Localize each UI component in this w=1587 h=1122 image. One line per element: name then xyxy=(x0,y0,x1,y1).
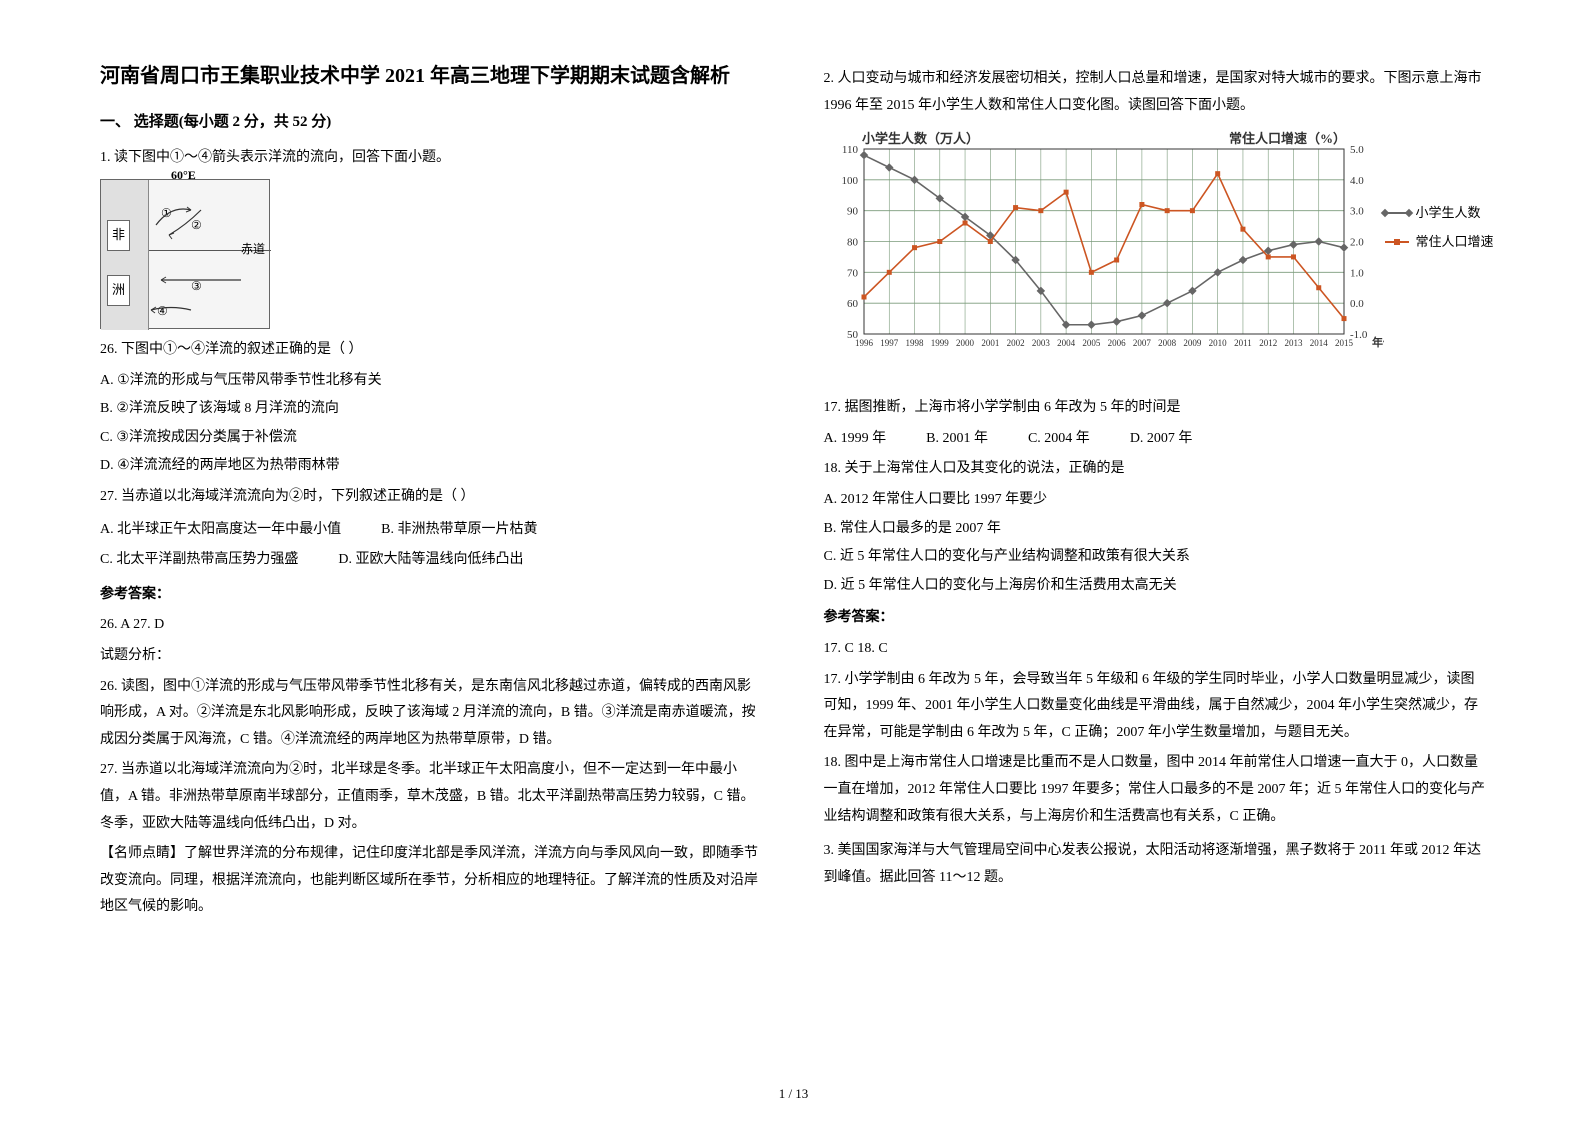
svg-text:2012: 2012 xyxy=(1259,338,1277,348)
svg-text:2007: 2007 xyxy=(1132,338,1151,348)
svg-text:60: 60 xyxy=(847,298,859,310)
svg-text:70: 70 xyxy=(847,268,859,280)
svg-text:年份: 年份 xyxy=(1372,335,1384,349)
q1-27-opt-a: A. 北半球正午太阳高度达一年中最小值 xyxy=(100,517,341,544)
legend-swatch-students xyxy=(1385,212,1409,214)
q1-map: 60°E 非 洲 赤道 ① ② ③ ④ xyxy=(100,179,270,329)
svg-text:2009: 2009 xyxy=(1183,338,1202,348)
svg-text:2011: 2011 xyxy=(1234,338,1252,348)
legend-label-growth: 常住人口增速 xyxy=(1415,228,1493,257)
q1-26-opt-b: B. ②洋流反映了该海域 8 月洋流的流向 xyxy=(100,396,764,423)
q2-18-opt-c: C. 近 5 年常住人口的变化与产业结构调整和政策有很大关系 xyxy=(824,544,1488,571)
svg-text:1999: 1999 xyxy=(930,338,949,348)
q1-stem: 1. 读下图中①～④箭头表示洋流的流向，回答下面小题。 xyxy=(100,145,764,172)
svg-text:常住人口增速（%）: 常住人口增速（%） xyxy=(1228,131,1345,146)
q1-e26: 26. 读图，图中①洋流的形成与气压带风带季节性北移有关，是东南信风北移越过赤道… xyxy=(100,674,764,754)
svg-text:小学生人数（万人）: 小学生人数（万人） xyxy=(862,131,979,146)
q1-26-opt-d: D. ④洋流流经的两岸地区为热带雨林带 xyxy=(100,453,764,480)
q1-27-opt-b: B. 非洲热带草原一片枯黄 xyxy=(381,517,537,544)
q2-ans: 17. C 18. C xyxy=(824,636,1488,663)
q3-stem: 3. 美国国家海洋与大气管理局空间中心发表公报说，太阳活动将逐渐增强，黑子数将于… xyxy=(824,838,1488,891)
q2-17-opts: A. 1999 年 B. 2001 年 C. 2004 年 D. 2007 年 xyxy=(824,426,1488,453)
q1-27-opt-d: D. 亚欧大陆等温线向低纬凸出 xyxy=(338,547,523,574)
svg-text:2001: 2001 xyxy=(981,338,999,348)
svg-text:2.0: 2.0 xyxy=(1350,237,1364,249)
q2-17-opt-a: A. 1999 年 xyxy=(824,426,887,453)
svg-text:2015: 2015 xyxy=(1335,338,1354,348)
map-arrows-svg xyxy=(101,180,271,330)
q2-17-opt-c: C. 2004 年 xyxy=(1028,426,1090,453)
q1-sub26: 26. 下图中①～④洋流的叙述正确的是（ ） xyxy=(100,337,764,364)
q2-ans-label: 参考答案： xyxy=(824,605,1488,632)
q1-ans: 26. A 27. D xyxy=(100,612,764,639)
q2-chart: 5060708090100110-1.00.01.02.03.04.05.019… xyxy=(824,129,1384,389)
page-title: 河南省周口市王集职业技术中学 2021 年高三地理下学期期末试题含解析 xyxy=(100,60,764,92)
svg-text:2010: 2010 xyxy=(1208,338,1227,348)
q1-e27: 27. 当赤道以北海域洋流流向为②时，北半球是冬季。北半球正午太阳高度小，但不一… xyxy=(100,757,764,837)
svg-text:1.0: 1.0 xyxy=(1350,268,1364,280)
q1-sub27: 27. 当赤道以北海域洋流流向为②时，下列叙述正确的是（ ） xyxy=(100,484,764,511)
svg-text:1998: 1998 xyxy=(905,338,924,348)
svg-text:2003: 2003 xyxy=(1031,338,1050,348)
q2-18-opt-d: D. 近 5 年常住人口的变化与上海房价和生活费用太高无关 xyxy=(824,573,1488,600)
left-column: 河南省周口市王集职业技术中学 2021 年高三地理下学期期末试题含解析 一、 选… xyxy=(100,60,764,1060)
q2-e17: 17. 小学学制由 6 年改为 5 年，会导致当年 5 年级和 6 年级的学生同… xyxy=(824,667,1488,747)
q2-stem: 2. 人口变动与城市和经济发展密切相关，控制人口总量和增速，是国家对特大城市的要… xyxy=(824,66,1488,119)
q2-18-opt-a: A. 2012 年常住人口要比 1997 年要少 xyxy=(824,487,1488,514)
q1-expl-label: 试题分析： xyxy=(100,643,764,670)
chart-legend: 小学生人数 常住人口增速 xyxy=(1385,199,1493,256)
svg-text:90: 90 xyxy=(847,206,859,218)
q2-sub17: 17. 据图推断，上海市将小学学制由 6 年改为 5 年的时间是 xyxy=(824,395,1488,422)
q1-tip: 【名师点睛】了解世界洋流的分布规律，记住印度洋北部是季风洋流，洋流方向与季风风向… xyxy=(100,841,764,921)
svg-text:2000: 2000 xyxy=(956,338,975,348)
q2-17-opt-d: D. 2007 年 xyxy=(1130,426,1193,453)
svg-text:1997: 1997 xyxy=(880,338,899,348)
legend-item-students: 小学生人数 xyxy=(1385,199,1493,228)
svg-text:2014: 2014 xyxy=(1309,338,1328,348)
q2-18-opt-b: B. 常住人口最多的是 2007 年 xyxy=(824,516,1488,543)
q1-27-opt-c: C. 北太平洋副热带高压势力强盛 xyxy=(100,547,298,574)
page-number: 1 / 13 xyxy=(0,1086,1587,1102)
svg-text:1996: 1996 xyxy=(855,338,874,348)
chart-svg: 5060708090100110-1.00.01.02.03.04.05.019… xyxy=(824,129,1384,389)
svg-text:0.0: 0.0 xyxy=(1350,298,1364,310)
q1-ans-label: 参考答案： xyxy=(100,582,764,609)
svg-text:5.0: 5.0 xyxy=(1350,144,1364,156)
legend-label-students: 小学生人数 xyxy=(1415,199,1480,228)
svg-text:2006: 2006 xyxy=(1107,338,1126,348)
q2-sub18: 18. 关于上海常住人口及其变化的说法，正确的是 xyxy=(824,456,1488,483)
right-column: 2. 人口变动与城市和经济发展密切相关，控制人口总量和增速，是国家对特大城市的要… xyxy=(824,60,1488,1060)
svg-text:2008: 2008 xyxy=(1158,338,1177,348)
legend-item-growth: 常住人口增速 xyxy=(1385,228,1493,257)
q2-e18: 18. 图中是上海市常住人口增速是比重而不是人口数量，图中 2014 年前常住人… xyxy=(824,750,1488,830)
q1-26-opt-a: A. ①洋流的形成与气压带风带季节性北移有关 xyxy=(100,368,764,395)
svg-text:2002: 2002 xyxy=(1006,338,1024,348)
svg-text:100: 100 xyxy=(841,175,858,187)
svg-text:80: 80 xyxy=(847,237,859,249)
section-heading: 一、 选择题(每小题 2 分，共 52 分) xyxy=(100,108,764,137)
q2-17-opt-b: B. 2001 年 xyxy=(926,426,988,453)
legend-swatch-growth xyxy=(1385,241,1409,243)
svg-text:2004: 2004 xyxy=(1057,338,1076,348)
svg-text:2013: 2013 xyxy=(1284,338,1303,348)
q1-26-opt-c: C. ③洋流按成因分类属于补偿流 xyxy=(100,425,764,452)
svg-text:110: 110 xyxy=(841,144,858,156)
svg-text:2005: 2005 xyxy=(1082,338,1101,348)
svg-text:4.0: 4.0 xyxy=(1350,175,1364,187)
svg-text:3.0: 3.0 xyxy=(1350,206,1364,218)
